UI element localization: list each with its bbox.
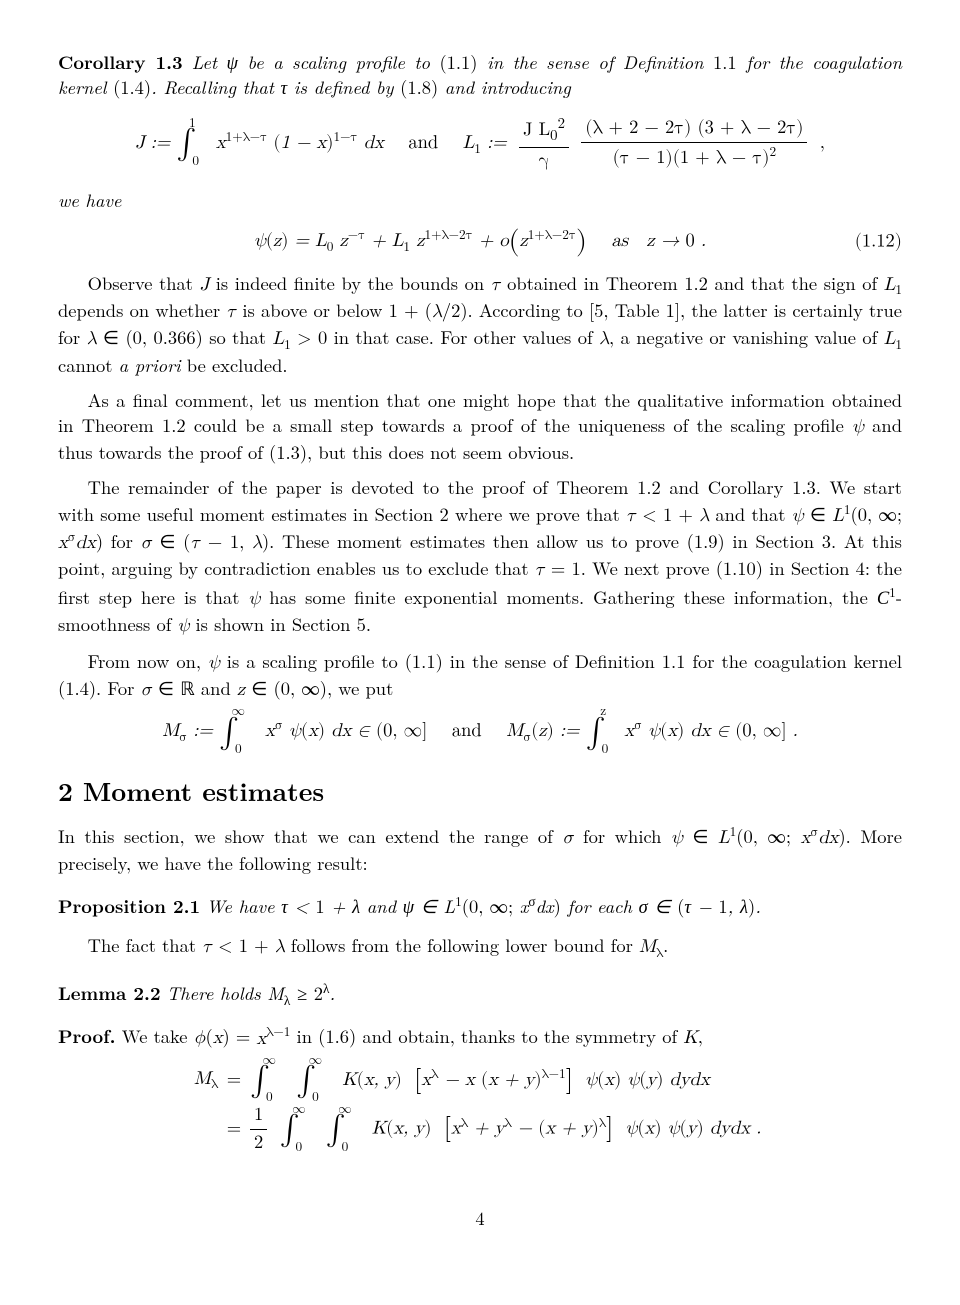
proposition-body: We have τ < 1 + λ and ψ ∈ L1(0, ∞; xσdx)…: [206, 893, 761, 919]
proof-heading: Proof.: [58, 1024, 116, 1050]
proof-start: Proof. We take ϕ(x) = xλ−1 in (1.6) and …: [58, 1024, 902, 1051]
after-proposition: The fact that τ < 1 + λ follows from the…: [58, 933, 902, 963]
section-2-intro: In this section, we show that we can ext…: [58, 822, 902, 876]
equation-J-L1: J := ∫01 x1+λ−τ (1 − x)1−τ dx and L1 := …: [58, 114, 902, 174]
proposition-heading: Proposition 2.1: [58, 893, 200, 919]
corollary-text: Let ψ be a scaling profile to (1.1) in t…: [58, 49, 902, 100]
page-number: 4: [58, 1206, 902, 1231]
corollary-statement: Corollary 1.3 Let ψ be a scaling profile…: [58, 50, 902, 100]
corollary-text-2: we have: [58, 188, 902, 213]
equation-number: (1.12): [855, 229, 902, 254]
equation-proof-Mlambda: Mλ = ∫0∞ ∫0∞ K(x, y) [xλ − x (x + y)λ−1]…: [58, 1066, 902, 1157]
section-2-title: 2 Moment estimates: [58, 773, 902, 808]
paragraph-observe: Observe that J is indeed finite by the b…: [58, 271, 902, 378]
equation-Msigma: Mσ := ∫0∞ xσ ψ(x) dx ∈ (0, ∞] and Mσ(z) …: [58, 717, 902, 747]
lemma: Lemma 2.2 There holds Mλ ≥ 2λ.: [58, 979, 902, 1009]
corollary-heading: Corollary 1.3: [58, 49, 183, 75]
equation-psi-asymptotic: ψ(z) = L0 z−τ + L1 z1+λ−2τ + o(z1+λ−2τ) …: [58, 227, 902, 257]
paragraph-from-now-on: From now on, ψ is a scaling profile to (…: [58, 649, 902, 703]
lemma-heading: Lemma 2.2: [58, 980, 161, 1006]
paragraph-final-comment: As a final comment, let us mention that …: [58, 388, 902, 465]
proposition: Proposition 2.1 We have τ < 1 + λ and ψ …: [58, 892, 902, 919]
paragraph-remainder: The remainder of the paper is devoted to…: [58, 475, 902, 639]
lemma-body: There holds Mλ ≥ 2λ.: [167, 980, 335, 1006]
